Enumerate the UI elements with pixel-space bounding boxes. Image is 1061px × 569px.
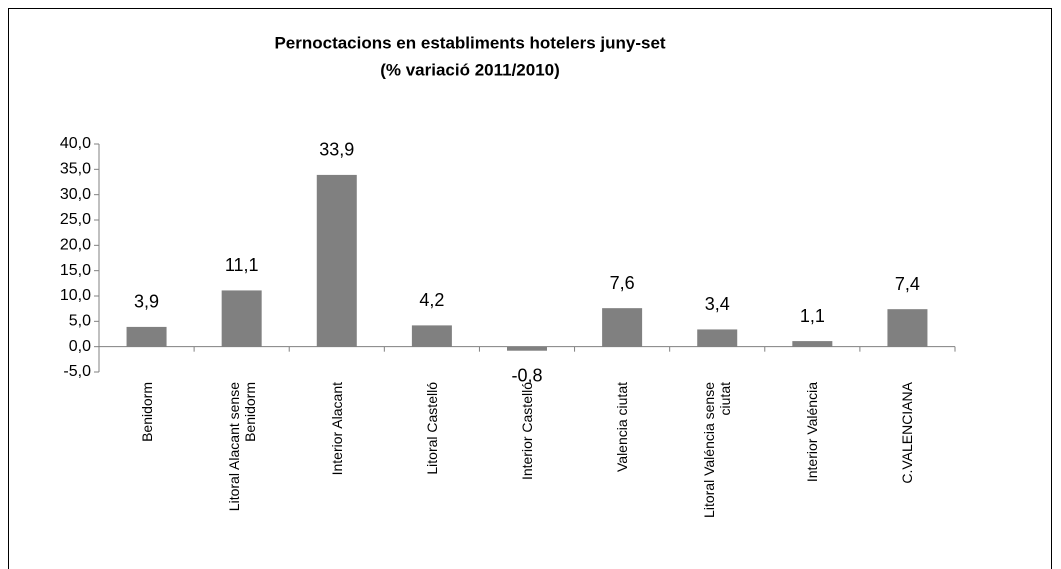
bar	[126, 326, 167, 347]
x-tick-label: Interior Castelló	[519, 382, 535, 481]
data-label: 3,4	[705, 294, 730, 314]
x-tick-label: Interior Alacant	[328, 382, 345, 476]
y-tick-label: 0,0	[69, 338, 91, 355]
y-tick-label: 20,0	[60, 237, 91, 254]
bar	[792, 341, 833, 347]
data-label: 11,1	[225, 255, 259, 275]
data-label: 7,4	[895, 274, 920, 294]
bar	[507, 346, 547, 351]
data-label: 4,2	[419, 290, 444, 310]
x-tick-label: C.VALENCIANA	[899, 382, 916, 484]
x-tick-label: Benidorm	[138, 382, 155, 442]
data-label: 7,6	[610, 273, 635, 293]
bar	[411, 325, 452, 347]
y-tick-label: 10,0	[60, 287, 91, 304]
y-tick-label: -5,0	[63, 363, 91, 380]
y-tick-label: 30,0	[60, 186, 91, 203]
bar	[221, 290, 262, 347]
y-tick-label: 40,0	[60, 135, 91, 152]
y-tick-label: 25,0	[60, 211, 91, 228]
x-tick-label: Interior Valéncia	[804, 382, 821, 483]
bar	[316, 174, 357, 347]
bar	[602, 308, 643, 347]
chart-title: Pernoctacions en establiments hotelers j…	[274, 33, 665, 52]
bar	[887, 309, 928, 347]
data-label: 1,1	[800, 306, 825, 326]
x-tick-label: Valencia ciutat	[614, 382, 631, 473]
y-tick-label: 35,0	[60, 161, 91, 178]
chart-subtitle: (% variació 2011/2010)	[380, 60, 560, 79]
x-tick-label: Litoral Castelló	[423, 382, 440, 475]
bar	[697, 329, 738, 347]
chart-frame	[8, 8, 1052, 569]
x-tick-label: Litoral Alacant sense Benidorm	[225, 382, 258, 512]
y-tick-label: 5,0	[69, 313, 91, 330]
y-tick-label: 15,0	[60, 262, 91, 279]
data-label: 3,9	[134, 292, 159, 312]
data-label: 33,9	[319, 140, 354, 160]
data-label: -0,8	[511, 365, 542, 385]
x-tick-label: Litoral Valéncia sense ciutat	[701, 382, 734, 518]
